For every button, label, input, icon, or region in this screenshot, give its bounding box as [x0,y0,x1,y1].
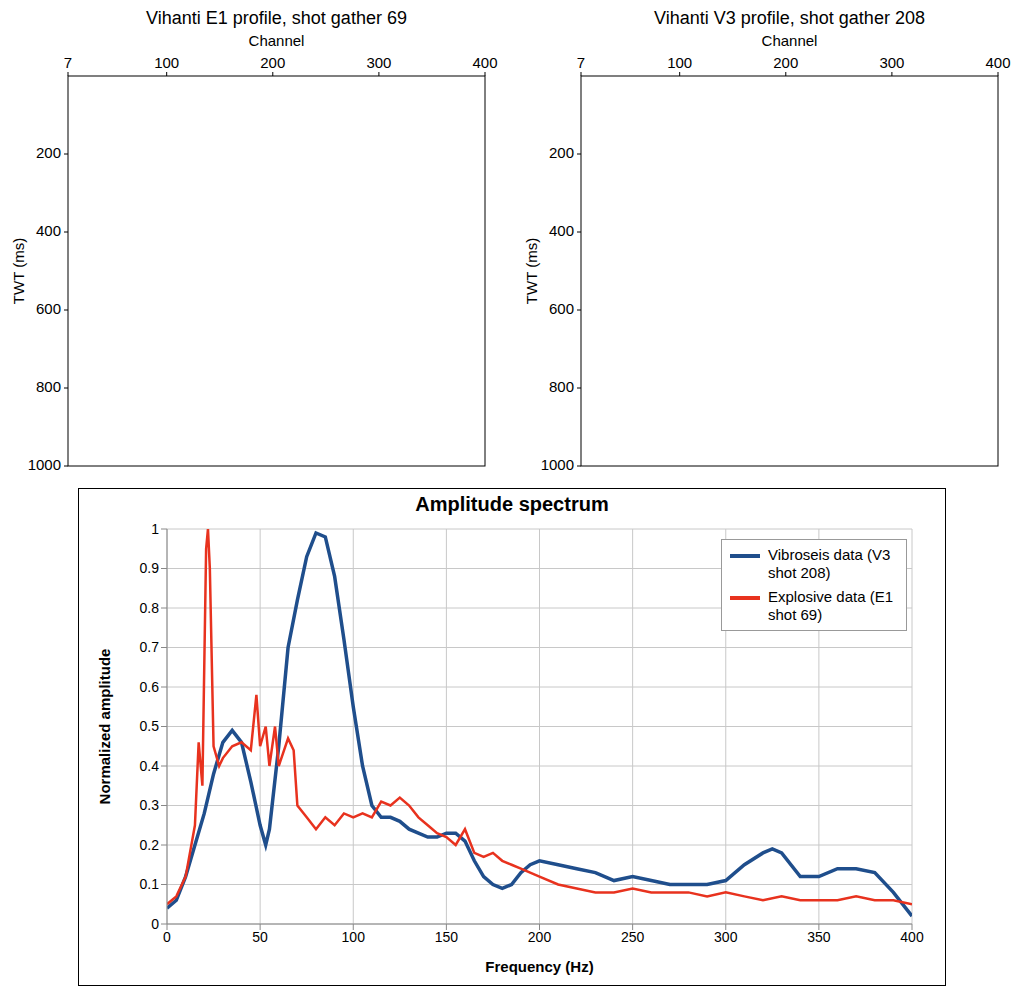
svg-text:1: 1 [151,521,159,537]
svg-text:Frequency (Hz): Frequency (Hz) [485,958,593,975]
svg-text:50: 50 [252,929,268,945]
svg-text:Vihanti V3 profile, shot gathe: Vihanti V3 profile, shot gather 208 [654,8,925,28]
svg-text:200: 200 [260,54,285,71]
html-text:Explosive data (E1 shot 69): Explosive data (E1 shot 69) [768,588,894,623]
svg-text:0.1: 0.1 [140,876,160,892]
svg-text:150: 150 [435,929,459,945]
svg-text:Vihanti E1 profile, shot gathe: Vihanti E1 profile, shot gather 69 [146,8,407,28]
svg-text:0: 0 [151,916,159,932]
svg-text:0.2: 0.2 [140,837,160,853]
svg-text:200: 200 [36,144,61,161]
svg-text:0.7: 0.7 [140,639,160,655]
svg-text:350: 350 [807,929,831,945]
svg-text:1000: 1000 [541,456,574,473]
svg-text:1000: 1000 [28,456,61,473]
svg-text:300: 300 [714,929,738,945]
svg-text:200: 200 [773,54,798,71]
svg-text:0.5: 0.5 [140,718,160,734]
svg-text:0.8: 0.8 [140,600,160,616]
svg-text:Normalized amplitude: Normalized amplitude [96,649,113,805]
svg-text:300: 300 [366,54,391,71]
svg-text:7: 7 [64,54,72,71]
svg-text:0: 0 [163,929,171,945]
svg-text:400: 400 [36,222,61,239]
html-text:Amplitude spectrum: Amplitude spectrum [415,493,609,515]
svg-text:600: 600 [36,300,61,317]
svg-text:TWT (ms): TWT (ms) [523,238,540,304]
svg-text:400: 400 [549,222,574,239]
html-text:Vibroseis data (V3 shot 208): Vibroseis data (V3 shot 208) [768,546,891,581]
svg-text:400: 400 [472,54,497,71]
svg-text:800: 800 [36,378,61,395]
svg-text:7: 7 [577,54,585,71]
svg-text:Channel: Channel [249,32,305,49]
svg-text:0.3: 0.3 [140,797,160,813]
svg-text:Channel: Channel [762,32,818,49]
svg-text:0.6: 0.6 [140,679,160,695]
svg-text:0.9: 0.9 [140,560,160,576]
svg-text:800: 800 [549,378,574,395]
svg-text:100: 100 [342,929,366,945]
svg-text:200: 200 [528,929,552,945]
svg-text:300: 300 [879,54,904,71]
svg-text:100: 100 [154,54,179,71]
svg-text:100: 100 [667,54,692,71]
svg-text:600: 600 [549,300,574,317]
svg-text:0.4: 0.4 [140,758,160,774]
svg-text:TWT (ms): TWT (ms) [10,238,27,304]
svg-text:200: 200 [549,144,574,161]
svg-text:250: 250 [621,929,645,945]
svg-text:400: 400 [900,929,924,945]
svg-text:400: 400 [985,54,1010,71]
